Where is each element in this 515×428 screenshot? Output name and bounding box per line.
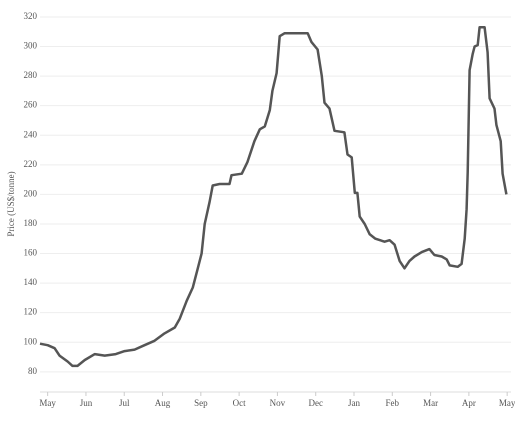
y-tick-label: 200 [24,188,38,198]
y-tick-label: 180 [24,218,38,228]
x-tick-label: Mar [423,398,438,408]
y-tick-label: 260 [24,100,38,110]
x-tick-label: Jul [119,398,130,408]
x-tick-label: Apr [462,398,476,408]
x-tick-label: Sep [194,398,208,408]
y-tick-label: 240 [24,129,38,139]
y-tick-label: 100 [24,336,38,346]
price-line [39,26,508,368]
y-axis-label: Price (US$/tonne) [6,171,16,236]
y-tick-label: 160 [24,248,38,258]
y-tick-label: 300 [24,41,38,51]
y-tick-label: 120 [24,307,38,317]
x-tick-label: May [39,398,56,408]
x-tick-label: Aug [155,398,171,408]
y-tick-label: 80 [28,366,38,376]
y-tick-label: 320 [24,11,38,21]
x-tick-label: Nov [270,398,286,408]
x-tick-label: Oct [233,398,246,408]
x-tick-label: Jan [348,398,360,408]
x-tick-label: Feb [386,398,400,408]
x-tick-label: Dec [308,398,323,408]
x-tick-label: May [499,398,515,408]
y-tick-label: 220 [24,159,38,169]
x-tick-label: Jun [80,398,93,408]
y-tick-label: 140 [24,277,38,287]
y-tick-label: 280 [24,70,38,80]
